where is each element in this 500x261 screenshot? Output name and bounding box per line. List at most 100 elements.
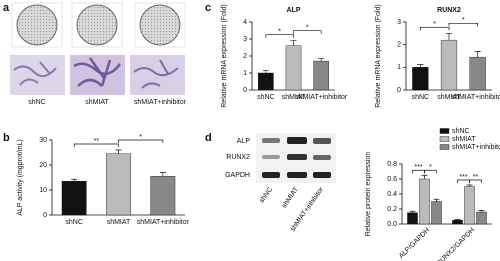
y-axis-title: ALP activity (mgprot/mL) (17, 139, 24, 216)
bar (61, 181, 87, 216)
error-bar (409, 210, 416, 213)
x-tick-label: shMIAT (107, 219, 131, 226)
y-axis-title: Relative protein expression (365, 152, 372, 237)
legend-swatch (439, 128, 450, 134)
error-bar (159, 172, 166, 177)
error-bar (474, 51, 481, 58)
y-tick-label: 0.6 (387, 176, 397, 183)
x-tick-label: shNC (257, 94, 275, 101)
significance-bracket (469, 179, 482, 183)
significance-label: * (462, 17, 465, 24)
legend-label: shMIAT (452, 136, 476, 143)
error-bar (446, 32, 452, 41)
y-tick-label: 30 (39, 137, 47, 144)
significance-label: *** (459, 174, 467, 181)
significance-bracket (419, 26, 450, 31)
legend-swatch (439, 144, 450, 150)
y-axis-title: Relative mRNA expression (Fold) (221, 4, 228, 107)
panel-a-images (10, 2, 186, 95)
bar (431, 201, 442, 225)
bar (150, 176, 176, 216)
bar (412, 67, 429, 91)
panel-label: c (205, 2, 211, 14)
y-tick-label: 0 (43, 212, 47, 219)
significance-label: ** (473, 174, 479, 181)
x-tick-label: shMIAT+inhibitor (295, 94, 348, 101)
bar (313, 60, 329, 91)
group-label: shMIAT+inhibitor (134, 99, 187, 106)
x-tick-label: shMIAT (282, 94, 306, 101)
y-tick-label: 0 (243, 87, 247, 94)
x-tick-label: shNC (65, 219, 83, 226)
y-tick-label: 4 (243, 19, 247, 26)
y-tick-label: 2 (243, 53, 247, 60)
panel-label: d (205, 132, 212, 144)
protein-label: ALP (237, 138, 251, 145)
error-bar (421, 174, 428, 179)
x-tick-label: shMIAT+inhibitor (137, 219, 190, 226)
bar (476, 211, 487, 225)
chart-title: RUNX2 (437, 7, 461, 14)
legend-label: shMIAT+inhibitor (452, 144, 500, 151)
y-tick-label: 0 (397, 87, 401, 94)
significance-label: * (433, 21, 436, 28)
y-tick-label: 0.8 (387, 161, 397, 168)
legend-swatch (439, 136, 450, 142)
error-bar (433, 198, 440, 202)
significance-label: * (278, 29, 281, 36)
significance-bracket (265, 34, 294, 38)
significance-bracket (448, 22, 479, 27)
error-bar (290, 40, 297, 46)
bar (469, 56, 486, 91)
error-bar (71, 178, 78, 182)
error-bar (454, 219, 461, 221)
error-bar (466, 184, 473, 187)
y-tick-label: 0.0 (387, 221, 397, 228)
y-tick-label: 2 (397, 42, 401, 49)
legend-label: shNC (452, 128, 470, 135)
bar (407, 212, 418, 225)
y-axis-title: Relative mRNA expression (Fold) (375, 4, 382, 107)
bar (258, 72, 274, 91)
x-tick-label: shMIAT+inhibitor (452, 94, 500, 101)
bar (452, 220, 463, 225)
bar (440, 39, 458, 91)
x-tick-label: RUNX2/GAPDH (436, 227, 477, 261)
x-tick-label: shMIAT (437, 94, 461, 101)
bar (106, 153, 131, 216)
protein-label: GAPDH (225, 172, 250, 179)
bar (285, 45, 302, 91)
error-bar (478, 210, 485, 212)
group-label: shNC (28, 99, 46, 106)
lane-label: shNC (258, 186, 274, 204)
y-tick-label: 0.4 (387, 191, 397, 198)
chart-title: ALP (287, 7, 301, 14)
lane-label: shMIAT (281, 186, 301, 210)
significance-label: ** (94, 138, 100, 145)
error-bar (115, 149, 122, 154)
group-label: shMIAT (85, 99, 109, 106)
significance-bracket (424, 169, 437, 174)
significance-label: * (139, 134, 142, 141)
panel-label: b (3, 132, 10, 144)
y-tick-label: 20 (39, 162, 47, 169)
y-tick-label: 3 (397, 19, 401, 26)
x-tick-label: ALP/GAPDH (398, 227, 431, 260)
significance-label: *** (414, 164, 422, 171)
error-bar (417, 64, 424, 68)
significance-bracket (293, 30, 322, 34)
x-tick-label: shNC (412, 94, 430, 101)
y-tick-label: 0.2 (387, 206, 397, 213)
y-tick-label: 10 (39, 187, 47, 194)
bar (464, 186, 475, 225)
western-blot (256, 133, 336, 183)
error-bar (262, 70, 269, 73)
significance-bracket (73, 143, 119, 147)
significance-label: * (429, 164, 432, 171)
bar (419, 178, 430, 225)
y-tick-label: 1 (397, 64, 401, 71)
protein-label: RUNX2 (226, 154, 250, 161)
y-tick-label: 1 (243, 70, 247, 77)
significance-bracket (118, 139, 164, 143)
